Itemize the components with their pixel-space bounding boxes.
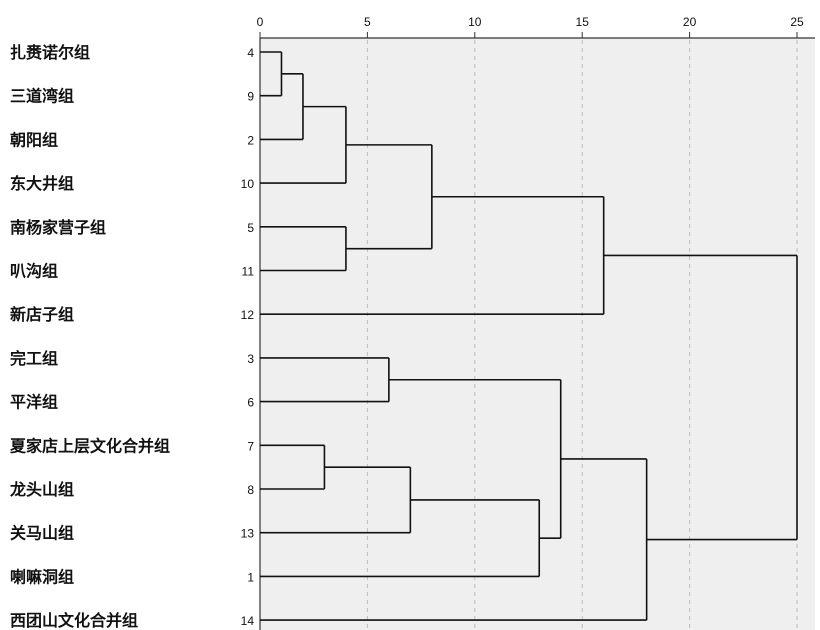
leaf-id-label: 6: [247, 396, 254, 410]
leaf-name-label: 平洋组: [10, 393, 58, 412]
leaf-name-label: 叭沟组: [10, 262, 58, 281]
leaf-id-label: 2: [247, 133, 254, 147]
x-tick-label: 20: [683, 15, 697, 29]
x-tick-label: 15: [576, 15, 590, 29]
leaf-id-label: 9: [247, 90, 254, 104]
leaf-id-label: 10: [241, 177, 255, 191]
leaf-name-label: 喇嘛洞组: [10, 567, 74, 586]
plot-background: [260, 38, 815, 630]
leaf-id-label: 11: [242, 265, 255, 279]
leaf-name-label: 三道湾组: [10, 87, 74, 106]
x-tick-label: 10: [468, 15, 482, 29]
x-tick-label: 5: [364, 15, 371, 29]
leaf-id-label: 3: [247, 352, 254, 366]
leaf-name-label: 夏家店上层文化合并组: [9, 436, 170, 455]
x-tick-label: 25: [790, 15, 804, 29]
leaf-id-label: 14: [241, 614, 255, 628]
leaf-id-label: 1: [247, 570, 254, 584]
leaf-id-label: 4: [247, 46, 254, 60]
leaf-name-label: 完工组: [10, 349, 58, 368]
leaf-name-label: 朝阳组: [10, 130, 58, 149]
leaf-id-label: 13: [241, 527, 255, 541]
leaf-name-label: 东大井组: [10, 174, 74, 193]
leaf-name-label: 新店子组: [10, 305, 74, 324]
leaf-name-label: 扎赉诺尔组: [10, 43, 90, 62]
leaf-id-label: 8: [247, 483, 254, 497]
leaf-id-label: 7: [247, 439, 254, 453]
leaf-id-label: 12: [241, 308, 255, 322]
leaf-name-label: 西团山文化合并组: [10, 611, 138, 630]
x-axis-ticks: 0 5 10 15 20 25: [257, 15, 804, 38]
leaf-id-label: 5: [247, 221, 254, 235]
leaf-name-label: 南杨家营子组: [10, 218, 106, 237]
dendrogram-links: [260, 51, 798, 621]
leaf-name-label: 关马山组: [10, 524, 74, 543]
leaf-labels: 扎赉诺尔组 4 三道湾组 9 朝阳组 2 东大井组 10 南杨家营子组 5 叭沟组 11 新店子组 12 完…: [9, 43, 254, 630]
x-tick-label: 0: [257, 15, 264, 29]
leaf-name-label: 龙头山组: [9, 480, 74, 499]
